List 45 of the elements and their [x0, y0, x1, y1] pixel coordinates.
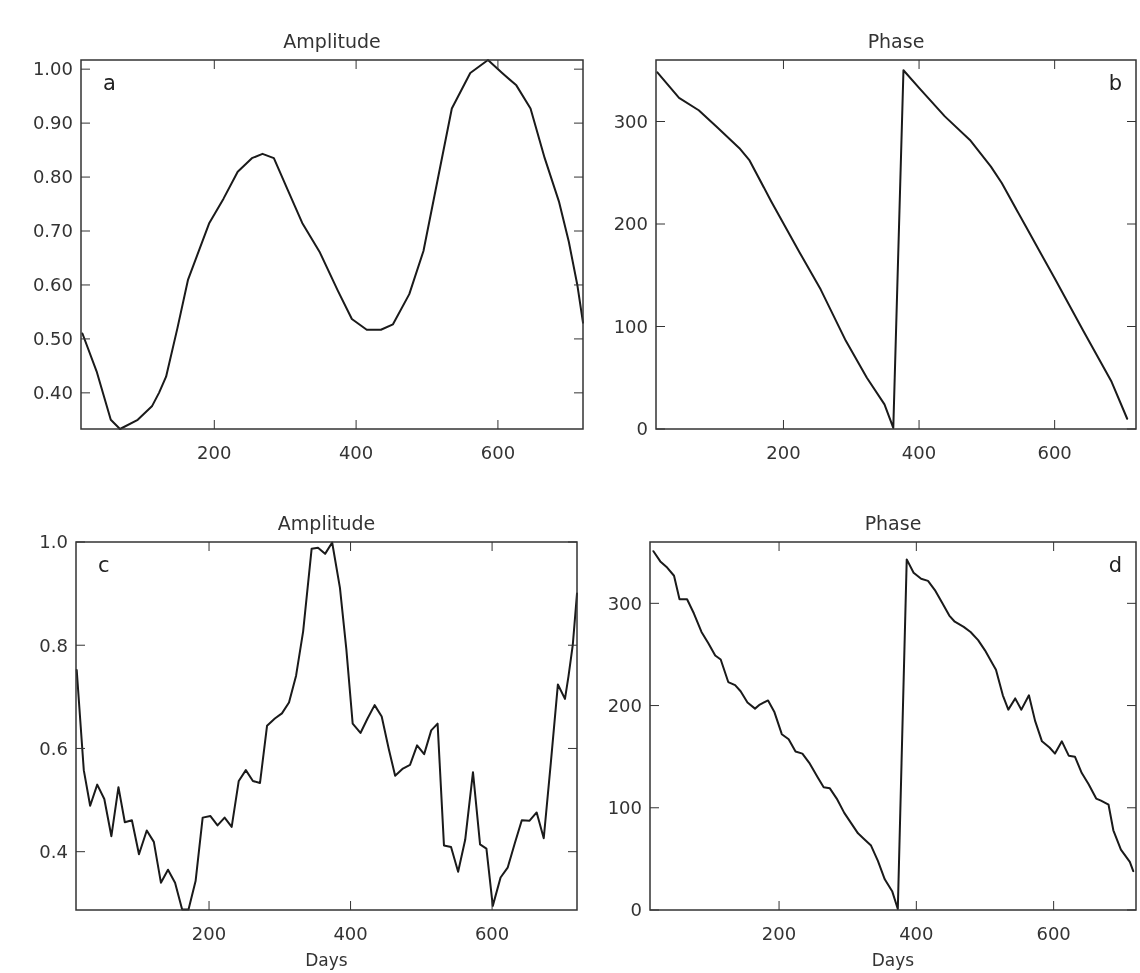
- y-tick-label: 300: [607, 592, 642, 614]
- y-tick-label: 0.90: [32, 112, 73, 134]
- line-series: [75, 541, 578, 911]
- annotation: b: [1108, 71, 1122, 95]
- x-tick-label: 200: [766, 442, 801, 463]
- chart-title: Phase: [867, 30, 925, 52]
- annotation: d: [1108, 553, 1122, 577]
- chart-title: Amplitude: [277, 512, 376, 534]
- y-tick-label: 1.0: [39, 531, 68, 553]
- x-tick-label: 400: [333, 923, 368, 944]
- x-tick-label: 200: [191, 923, 227, 944]
- y-tick-label: 0: [636, 418, 648, 440]
- y-tick-label: 0.60: [32, 274, 73, 296]
- y-tick-label: 100: [607, 797, 642, 819]
- x-tick-label: 400: [338, 442, 374, 463]
- y-tick-label: 0: [630, 899, 642, 921]
- line-series: [81, 59, 584, 430]
- y-tick-label: 1.00: [32, 58, 73, 80]
- annotation: c: [98, 553, 110, 577]
- chart-title: Phase: [864, 512, 922, 534]
- y-tick-label: 0.50: [32, 328, 73, 350]
- y-tick-label: 0.6: [39, 737, 68, 759]
- y-tick-label: 0.4: [39, 840, 68, 862]
- x-tick-label: 400: [899, 923, 934, 944]
- y-tick-label: 100: [613, 315, 648, 337]
- line-series: [656, 69, 1129, 429]
- y-tick-label: 0.80: [32, 166, 73, 188]
- chart-title: Amplitude: [283, 30, 381, 52]
- x-tick-label: 600: [480, 442, 516, 463]
- x-axis-title: Days: [305, 950, 348, 970]
- y-tick-label: 200: [607, 694, 642, 716]
- x-tick-label: 600: [1036, 923, 1071, 944]
- line-series: [652, 550, 1135, 910]
- x-axis-title: Days: [871, 950, 915, 970]
- x-tick-label: 200: [761, 923, 797, 944]
- x-tick-label: 600: [474, 923, 510, 944]
- x-tick-label: 600: [1037, 442, 1072, 463]
- y-tick-label: 300: [613, 110, 648, 132]
- y-tick-label: 0.8: [39, 634, 68, 656]
- y-tick-label: 200: [613, 213, 648, 235]
- x-tick-label: 200: [197, 442, 232, 463]
- y-tick-label: 0.70: [32, 220, 73, 242]
- annotation: a: [103, 71, 116, 95]
- x-tick-label: 400: [901, 442, 937, 463]
- y-tick-label: 0.40: [32, 382, 73, 404]
